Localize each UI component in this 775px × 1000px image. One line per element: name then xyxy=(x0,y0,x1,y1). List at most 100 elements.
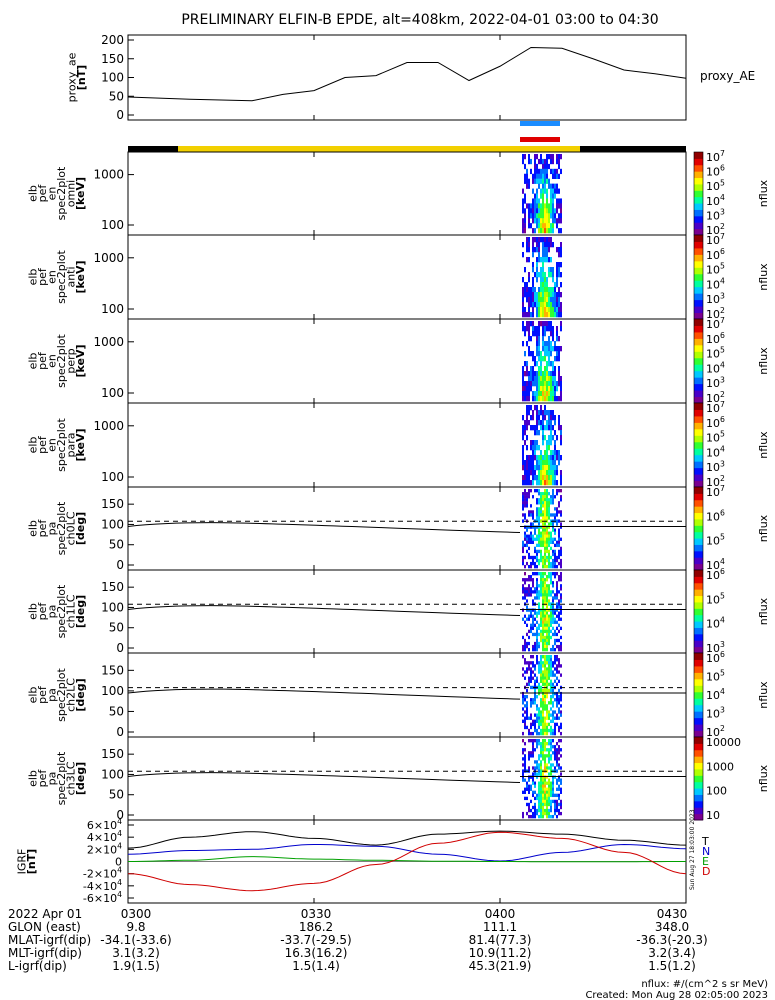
spectrogram-omni-cell xyxy=(548,163,550,170)
spectrogram-ch1LC-cell xyxy=(536,611,538,615)
spectrogram-ch0LC-cell xyxy=(548,516,550,520)
spectrogram-ch2LC-cell xyxy=(552,731,554,736)
spectrogram-ch1LC-cell xyxy=(528,593,530,597)
spectrogram-ch3LC-cell xyxy=(552,814,554,819)
colorbar-anti-segment xyxy=(694,299,703,307)
spectrogram-ch2LC-cell xyxy=(546,722,548,727)
spectrogram-ch0LC-cell xyxy=(540,501,542,505)
spectrogram-ch2LC-cell xyxy=(546,707,548,711)
spectrogram-perp-cell xyxy=(542,356,544,362)
spectrogram-ch3LC-cell xyxy=(530,775,532,779)
y-axis-label-line: pef xyxy=(36,267,49,286)
spectrogram-ch3LC-cell xyxy=(550,757,552,761)
spectrogram-omni-cell xyxy=(548,218,550,224)
spectrogram-ch0LC-cell xyxy=(554,561,556,566)
spectrogram-ch2LC-cell xyxy=(522,673,524,677)
spectrogram-ch2LC-cell xyxy=(544,695,546,699)
spectrogram-ch0LC-cell xyxy=(558,552,560,557)
colorbar-omni-segment xyxy=(694,190,703,198)
spectrogram-ch1LC-cell xyxy=(526,587,528,591)
spectrogram-perp-cell xyxy=(558,371,560,377)
spectrogram-perp-cell xyxy=(546,346,548,352)
spectrogram-para-cell xyxy=(550,410,552,416)
colorbar-perp-label: nflux xyxy=(757,347,770,375)
spectrogram-ch3LC-cell xyxy=(558,793,560,798)
spectrogram-ch2LC-cell xyxy=(528,676,530,680)
night-bar xyxy=(580,146,686,152)
spectrogram-para-cell xyxy=(542,480,544,486)
spectrogram-ch2LC-cell xyxy=(544,716,546,720)
spectrogram-ch0LC-cell xyxy=(536,534,538,538)
spectrogram-anti-cell xyxy=(556,307,558,313)
spectrogram-perp-cell xyxy=(546,321,548,327)
panel-ch2LC: 050100150elbpefpaspec2plotch2LC[deg]1021… xyxy=(26,650,770,739)
spectrogram-ch2LC-cell xyxy=(522,701,524,705)
spectrogram-ch0LC-cell xyxy=(560,498,562,502)
y-tick-label: 100 xyxy=(101,218,124,232)
spectrogram-perp-cell xyxy=(554,396,556,402)
spectrogram-ch2LC-cell xyxy=(530,698,532,702)
colorbar-ch1LC-segment xyxy=(694,646,703,654)
spectrogram-ch0LC-cell xyxy=(544,546,546,551)
spectrogram-perp-cell xyxy=(550,371,552,377)
spectrogram-para-cell xyxy=(540,465,542,471)
spectrogram-omni-cell xyxy=(546,208,548,214)
spectrogram-ch3LC-cell xyxy=(542,802,544,807)
spectrogram-para-cell xyxy=(554,430,556,436)
spectrogram-omni-cell xyxy=(552,228,554,234)
spectrogram-ch2LC-cell xyxy=(546,667,548,671)
y-axis-label-line: elb xyxy=(26,437,39,454)
spectrogram-ch0LC-cell xyxy=(546,507,548,511)
spectrogram-para-cell xyxy=(538,460,540,466)
spectrogram-ch3LC-cell xyxy=(540,754,542,758)
spectrogram-perp-cell xyxy=(552,361,554,367)
spectrogram-ch0LC-cell xyxy=(546,501,548,505)
spectrogram-ch0LC-cell xyxy=(560,525,562,529)
spectrogram-ch3LC-cell xyxy=(556,757,558,761)
spectrogram-perp-cell xyxy=(544,386,546,392)
spectrogram-ch3LC-cell xyxy=(530,808,532,813)
spectrogram-anti-cell xyxy=(542,292,544,298)
spectrogram-para-cell xyxy=(542,430,544,436)
spectrogram-anti-cell xyxy=(538,297,540,303)
colorbar-anti-tick-label: 103 xyxy=(706,291,725,306)
spectrogram-ch1LC-cell xyxy=(556,593,558,597)
spectrogram-para-cell xyxy=(542,455,544,461)
spectrogram-para-cell xyxy=(534,475,536,481)
spectrogram-ch0LC-cell xyxy=(538,534,540,538)
spectrogram-ch1LC-cell xyxy=(550,590,552,594)
spectrogram-ch1LC-cell xyxy=(544,614,546,618)
spectrogram-para-cell xyxy=(528,460,530,466)
spectrogram-anti-cell xyxy=(540,287,542,293)
spectrogram-ch0LC-cell xyxy=(550,495,552,499)
spectrogram-perp-cell xyxy=(544,371,546,377)
spectrogram-ch3LC-cell xyxy=(556,802,558,807)
spectrogram-para-cell xyxy=(542,410,544,416)
spectrogram-ch0LC-cell xyxy=(556,522,558,526)
spectrogram-ch0LC-cell xyxy=(524,492,526,496)
x-row-label: MLAT-igrf(dip) xyxy=(8,933,91,947)
spectrogram-anti-cell xyxy=(560,292,562,298)
spectrogram-para-cell xyxy=(532,460,534,466)
spectrogram-anti-cell xyxy=(554,292,556,298)
spectrogram-omni-cell xyxy=(536,188,538,194)
spectrogram-anti-cell xyxy=(542,277,544,283)
colorbar-perp-segment xyxy=(694,390,703,398)
spectrogram-omni-cell xyxy=(556,198,558,204)
spectrogram-ch2LC-cell xyxy=(558,658,560,662)
spectrogram-ch3LC-cell xyxy=(558,775,560,779)
spectrogram-ch0LC-cell xyxy=(558,555,560,560)
spectrogram-para-cell xyxy=(544,435,546,441)
spectrogram-ch0LC-cell xyxy=(558,549,560,554)
colorbar-para-segment xyxy=(694,474,703,482)
spectrogram-ch0LC-cell xyxy=(538,543,540,548)
colorbar-anti-tick-label: 107 xyxy=(706,232,725,247)
spectrogram-ch2LC-cell xyxy=(550,682,552,687)
spectrogram-ch3LC-cell xyxy=(556,751,558,755)
spectrogram-omni-cell xyxy=(522,223,524,229)
spectrogram-anti-cell xyxy=(538,247,540,253)
spectrogram-anti-cell xyxy=(542,272,544,278)
colorbar-para-segment xyxy=(694,454,703,462)
spectrogram-ch1LC-cell xyxy=(528,584,530,588)
series-label: proxy_AE xyxy=(700,69,755,83)
